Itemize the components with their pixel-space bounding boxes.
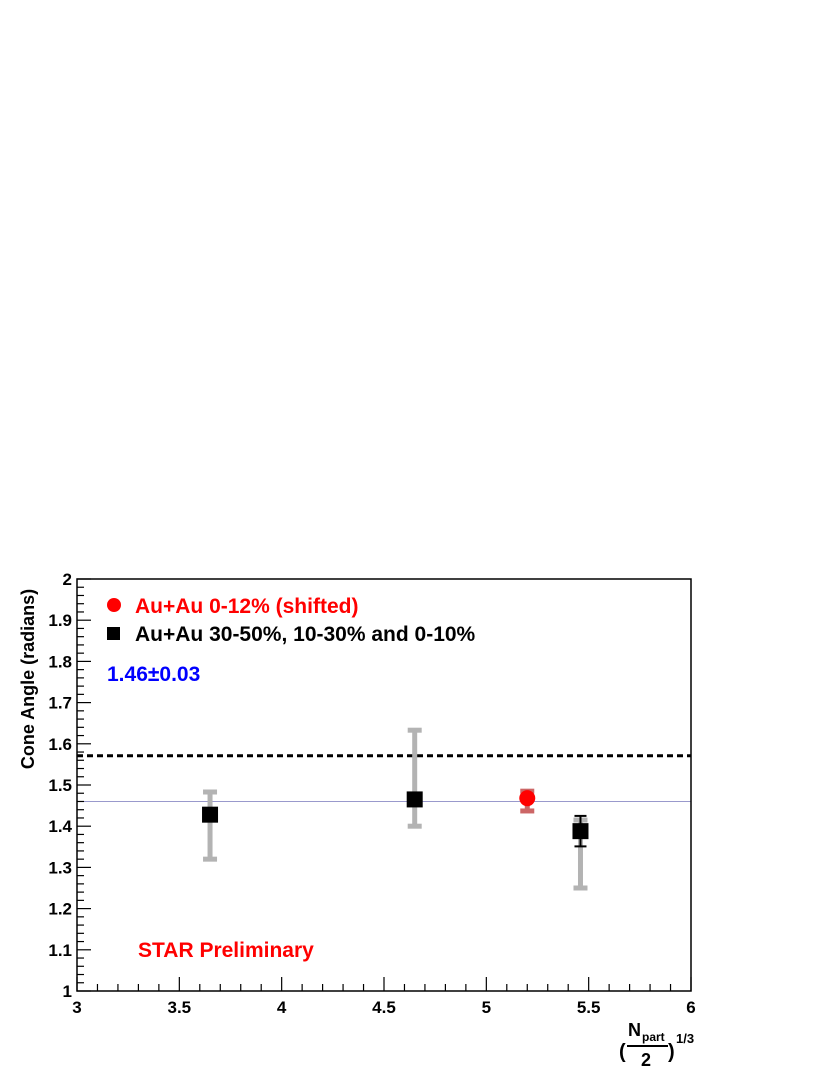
legend-label-centralities: Au+Au 30-50%, 10-30% and 0-10%: [135, 623, 476, 646]
data-point-square: [202, 806, 219, 823]
data-point-square: [406, 791, 423, 808]
y-tick-label: 1.8: [48, 652, 72, 671]
x-axis-title: ( N part 2 ) 1/3: [619, 1020, 694, 1070]
x-axis-exponent: 1/3: [676, 1031, 694, 1046]
axis-ticks: [76, 578, 692, 992]
y-tick-label: 1.6: [48, 735, 72, 754]
y-tick-label: 1.4: [48, 817, 72, 836]
fit-value-annotation: 1.46±0.03: [107, 663, 200, 686]
x-tick-labels: 3 3.5 4 4.5 5 5.5 6: [72, 998, 695, 1017]
x-axis-numerator: N: [628, 1020, 641, 1040]
y-tick-label: 1.5: [48, 776, 72, 795]
x-axis-numerator-subscript: part: [642, 1030, 665, 1044]
legend-marker-red-circle: [107, 598, 121, 612]
y-tick-labels: 1 1.1 1.2 1.3 1.4 1.5 1.6 1.7 1.8 1.9 2: [48, 570, 72, 1001]
legend-marker-black-square: [107, 627, 120, 640]
star-preliminary-label: STAR Preliminary: [138, 939, 314, 962]
x-tick-label: 5.5: [577, 998, 601, 1017]
y-tick-label: 1.1: [48, 941, 72, 960]
x-tick-label: 6: [686, 998, 695, 1017]
y-axis-title: Cone Angle (radians): [18, 589, 38, 769]
data-point-circle: [519, 790, 536, 807]
x-tick-label: 4.5: [372, 998, 396, 1017]
x-tick-label: 4: [277, 998, 287, 1017]
systematic-error-bars: [203, 727, 588, 891]
x-axis-denominator: 2: [641, 1050, 651, 1070]
y-tick-label: 1: [63, 982, 72, 1001]
data-point-square: [572, 823, 589, 840]
data-markers: [202, 790, 589, 840]
y-tick-label: 1.9: [48, 611, 72, 630]
y-tick-label: 1.7: [48, 694, 72, 713]
legend-label-0-12: Au+Au 0-12% (shifted): [135, 595, 358, 618]
y-tick-label: 1.2: [48, 900, 72, 919]
y-tick-label: 1.3: [48, 858, 72, 877]
x-tick-label: 3.5: [168, 998, 192, 1017]
x-tick-label: 5: [482, 998, 491, 1017]
reference-lines: [77, 754, 691, 802]
legend: Au+Au 0-12% (shifted) Au+Au 30-50%, 10-3…: [107, 595, 476, 646]
x-axis-open-paren: (: [619, 1041, 626, 1063]
x-tick-label: 3: [72, 998, 81, 1017]
y-tick-label: 2: [63, 570, 72, 589]
x-axis-close-paren: ): [668, 1041, 675, 1063]
